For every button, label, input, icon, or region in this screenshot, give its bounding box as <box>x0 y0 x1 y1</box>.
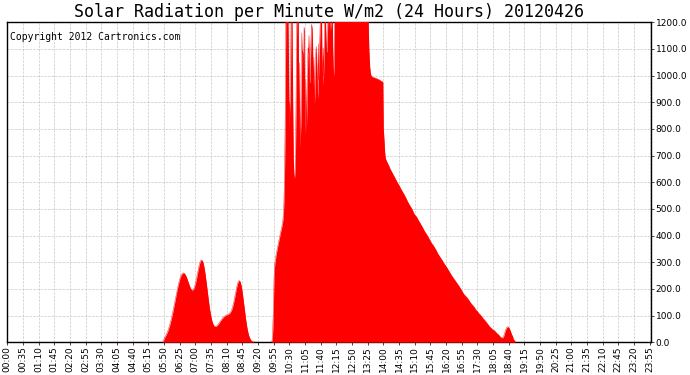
Title: Solar Radiation per Minute W/m2 (24 Hours) 20120426: Solar Radiation per Minute W/m2 (24 Hour… <box>75 3 584 21</box>
Text: Copyright 2012 Cartronics.com: Copyright 2012 Cartronics.com <box>10 32 181 42</box>
